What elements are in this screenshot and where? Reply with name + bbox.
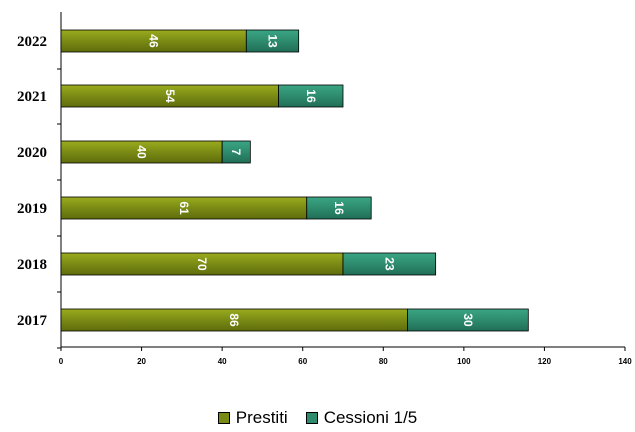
legend-label-prestiti: Prestiti	[235, 408, 288, 427]
x-tick-label: 140	[618, 357, 632, 366]
data-label-prestiti-2019: 61	[177, 201, 191, 215]
data-label-prestiti-2021: 54	[163, 89, 177, 103]
bar-cessioni-2018	[342, 252, 437, 276]
x-tick-label: 120	[538, 357, 552, 366]
legend: Prestiti Cessioni 1/5	[0, 408, 635, 428]
bar-cessioni-2019	[306, 196, 372, 220]
category-label-2019: 2019	[17, 201, 47, 217]
bar-cessioni-2020	[221, 140, 251, 164]
data-label-cessioni-2018: 23	[382, 257, 396, 271]
x-tick-label: 80	[379, 357, 388, 366]
data-label-cessioni-2019: 16	[332, 201, 346, 215]
bar-cessioni-2022	[245, 29, 300, 53]
x-tick-label: 20	[137, 357, 146, 366]
axes: 0 20 40 60 80 100 120 140	[57, 12, 632, 366]
bars	[60, 29, 529, 332]
legend-swatch-prestiti	[217, 412, 230, 424]
category-label-2018: 2018	[17, 257, 47, 273]
data-label-cessioni-2022: 13	[266, 34, 280, 48]
legend-label-cessioni: Cessioni 1/5	[323, 408, 418, 427]
x-tick-label: 40	[218, 357, 227, 366]
legend-swatch-cessioni	[305, 412, 318, 424]
labels: 2022 2021 2020 2019 2018 2017 46 13 54 16 40 7 61 16 7…	[17, 34, 475, 329]
data-label-cessioni-2021: 16	[304, 89, 318, 103]
data-label-cessioni-2020: 7	[229, 149, 243, 156]
bar-cessioni-2017	[407, 308, 529, 332]
stacked-bar-chart: 0 20 40 60 80 100 120 140 202220212020201920182…	[17, 12, 632, 366]
category-label-2020: 2020	[17, 145, 47, 161]
data-label-prestiti-2018: 70	[195, 257, 209, 271]
legend-item-cessioni: Cessioni 1/5	[305, 408, 418, 428]
legend-item-prestiti: Prestiti	[217, 408, 288, 428]
category-label-2017: 2017	[17, 313, 48, 329]
data-label-prestiti-2017: 86	[227, 313, 241, 327]
data-label-cessioni-2017: 30	[461, 313, 475, 327]
x-tick-label: 60	[298, 357, 307, 366]
category-label-2022: 2022	[17, 34, 47, 50]
category-label-2021: 2021	[17, 89, 47, 105]
x-tick-label: 0	[59, 357, 64, 366]
data-label-prestiti-2022: 46	[147, 34, 161, 48]
data-label-prestiti-2020: 40	[135, 145, 149, 159]
x-tick-label: 100	[457, 357, 471, 366]
bar-cessioni-2021	[278, 84, 344, 108]
